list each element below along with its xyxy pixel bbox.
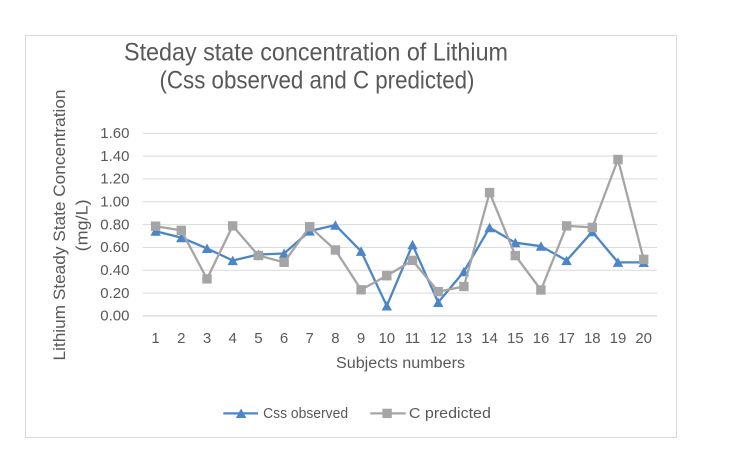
svg-text:18: 18: [584, 330, 601, 347]
svg-text:(Css observed and C predicted): (Css observed and C predicted): [160, 66, 475, 94]
svg-text:16: 16: [533, 330, 550, 347]
svg-text:0.80: 0.80: [100, 216, 129, 233]
svg-text:14: 14: [481, 330, 498, 347]
svg-text:19: 19: [610, 330, 627, 347]
svg-text:15: 15: [507, 330, 524, 347]
svg-text:1.00: 1.00: [100, 194, 129, 211]
svg-text:20: 20: [635, 330, 652, 347]
svg-text:2: 2: [177, 330, 185, 347]
svg-text:(mg/L): (mg/L): [74, 199, 92, 251]
svg-text:12: 12: [430, 330, 447, 347]
svg-text:3: 3: [203, 330, 211, 347]
svg-text:10: 10: [378, 330, 395, 347]
svg-text:0.00: 0.00: [100, 308, 129, 325]
svg-text:Lithium Steady State Concentr: Lithium Steady State Concentration: [51, 90, 69, 361]
svg-text:Css observed: Css observed: [263, 406, 348, 422]
svg-text:8: 8: [331, 330, 339, 347]
svg-text:0.20: 0.20: [100, 285, 129, 302]
svg-text:0.40: 0.40: [100, 262, 129, 279]
svg-text:6: 6: [280, 330, 288, 347]
svg-text:17: 17: [558, 330, 575, 347]
svg-text:4: 4: [229, 330, 237, 347]
svg-text:1.40: 1.40: [100, 148, 129, 165]
svg-text:7: 7: [306, 330, 314, 347]
svg-text:Subjects numbers: Subjects numbers: [336, 355, 465, 372]
svg-text:5: 5: [254, 330, 262, 347]
svg-text:9: 9: [357, 330, 365, 347]
svg-text:13: 13: [456, 330, 473, 347]
svg-text:Steday state concentration of: Steday state concentration of Lithium: [124, 39, 508, 67]
svg-text:1: 1: [151, 330, 159, 347]
svg-text:C predicted: C predicted: [409, 406, 491, 422]
svg-text:1.20: 1.20: [100, 171, 129, 188]
svg-text:1.60: 1.60: [100, 125, 129, 142]
svg-text:0.60: 0.60: [100, 239, 129, 256]
svg-text:11: 11: [405, 330, 421, 347]
